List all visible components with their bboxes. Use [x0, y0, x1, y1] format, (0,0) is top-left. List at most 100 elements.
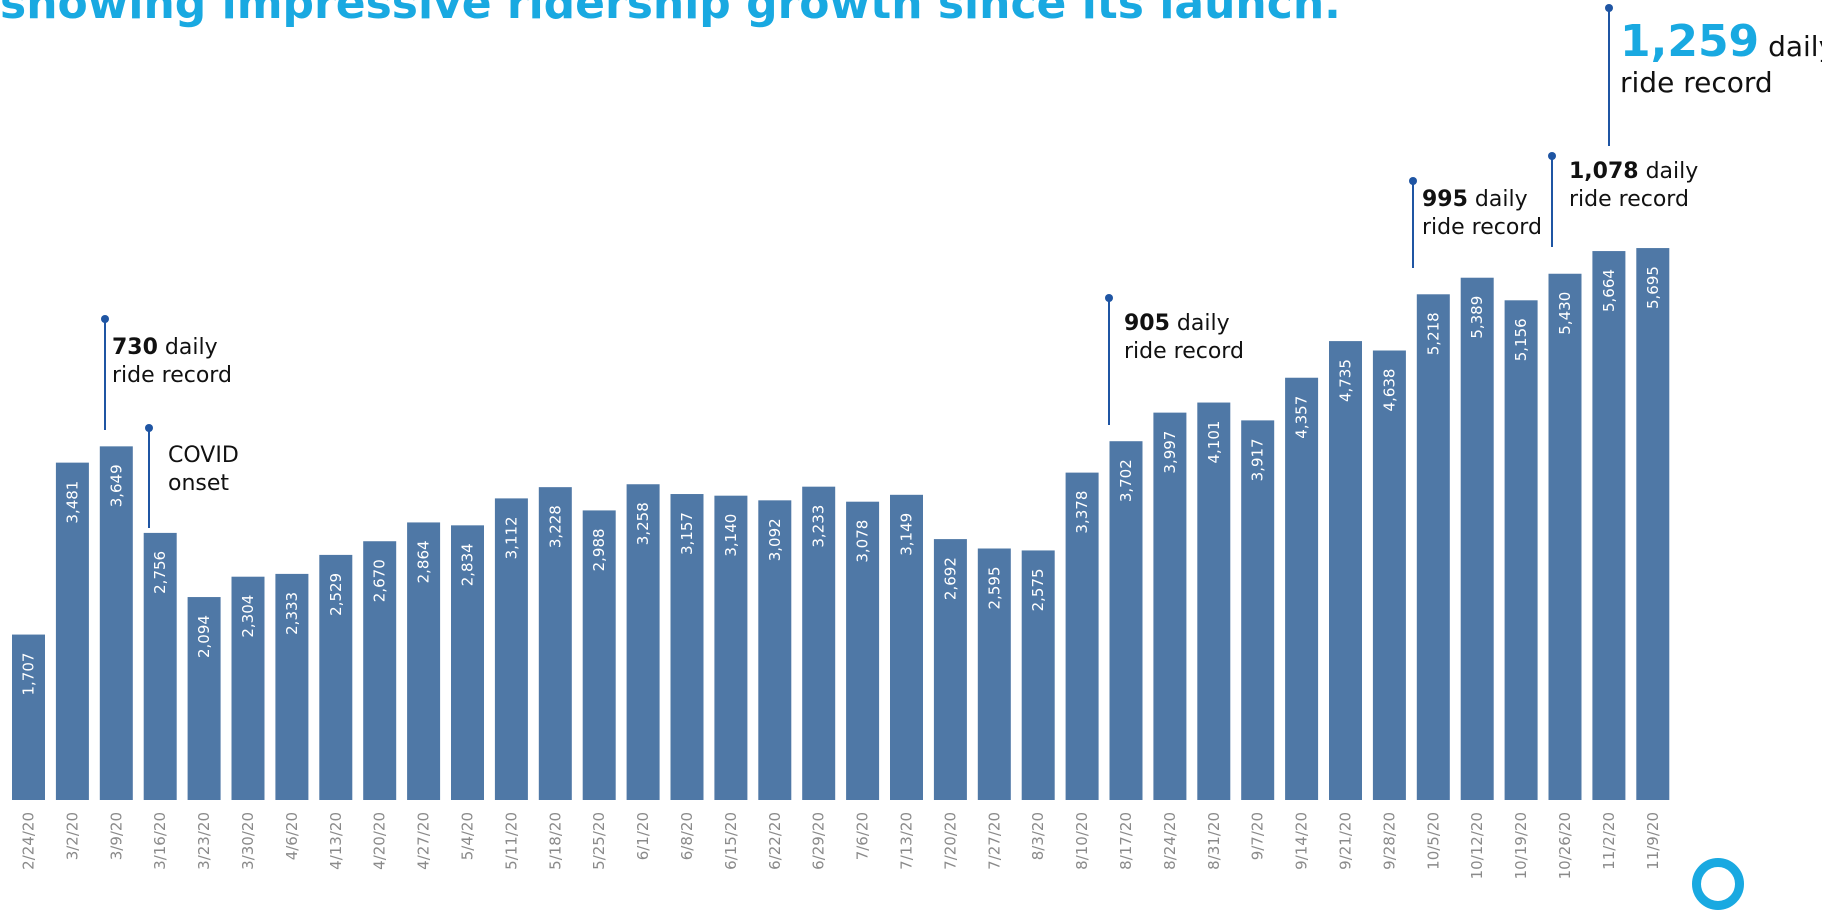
bar-4-13-20: [319, 554, 353, 800]
bar-11-9-20: [1636, 248, 1670, 801]
x-tick-label: 3/23/20: [195, 812, 213, 870]
value-label: 5,156: [1512, 318, 1530, 361]
bar-4-20-20: [363, 541, 397, 800]
annotation-text: ride record: [1569, 187, 1689, 212]
x-tick-label: 7/27/20: [985, 812, 1003, 870]
x-tick-label: 8/24/20: [1161, 812, 1179, 870]
value-label: 2,834: [459, 543, 477, 586]
ridership-bar-chart: 1,707 3,481 3,649 2,756 2,094 2,304 2,333 2,529…: [12, 4, 1670, 879]
value-label: 3,481: [63, 481, 81, 524]
x-tick-label: 8/10/20: [1073, 812, 1091, 870]
bar-3-23-20: [187, 597, 221, 800]
value-label: 2,575: [1029, 568, 1047, 611]
x-tick-label: 8/3/20: [1029, 812, 1047, 860]
x-tick-label: 7/6/20: [854, 812, 872, 860]
bar-3-2-20: [55, 462, 89, 800]
value-label: 3,702: [1117, 459, 1135, 502]
value-label: 2,304: [239, 595, 257, 638]
value-label: 2,988: [590, 528, 608, 571]
bar-9-7-20: [1241, 420, 1275, 800]
annotation-dot: [1605, 4, 1613, 12]
value-label: 3,378: [1073, 491, 1091, 534]
x-tick-label: 3/2/20: [63, 812, 81, 860]
bar-8-24-20: [1153, 412, 1187, 800]
x-tick-label: 5/4/20: [459, 812, 477, 860]
bar-6-22-20: [758, 500, 792, 800]
annotation-dot: [145, 424, 153, 432]
x-tick-label: 3/9/20: [107, 812, 125, 860]
value-label: 5,389: [1468, 296, 1486, 339]
x-tick-label: 10/26/20: [1556, 812, 1574, 879]
x-tick-label: 6/22/20: [766, 812, 784, 870]
x-tick-label: 4/20/20: [371, 812, 389, 870]
value-label: 3,157: [678, 512, 696, 555]
annotation-text: daily: [1467, 187, 1528, 212]
x-tick-label: 6/29/20: [810, 812, 828, 870]
value-label: 3,078: [854, 520, 872, 563]
annotation-dot: [1548, 152, 1556, 160]
value-label: 3,149: [898, 513, 916, 556]
value-label: 3,233: [810, 505, 828, 548]
bar-6-1-20: [626, 484, 660, 800]
x-tick-label: 4/13/20: [327, 812, 345, 870]
bar-9-28-20: [1372, 350, 1406, 800]
x-tick-label: 6/1/20: [634, 812, 652, 860]
x-tick-label: 6/8/20: [678, 812, 696, 860]
value-label: 5,664: [1600, 269, 1618, 312]
value-label: 2,756: [151, 551, 169, 594]
value-label: 2,864: [415, 540, 433, 583]
bar-5-25-20: [582, 510, 616, 800]
annotation-3-9-20: 730 daily ride record: [112, 334, 232, 390]
annotation-8-17-20: 905 daily ride record: [1124, 310, 1244, 366]
annotation-10-5-20: 995 daily ride record: [1422, 186, 1542, 242]
annotation-text: ride record: [1620, 66, 1773, 99]
annotation-dot: [101, 315, 109, 323]
value-label: 3,258: [634, 502, 652, 545]
value-label: 2,670: [371, 559, 389, 602]
value-label: 3,997: [1161, 431, 1179, 474]
bar-4-27-20: [407, 522, 441, 800]
x-tick-label: 9/28/20: [1380, 812, 1398, 870]
value-label: 2,094: [195, 615, 213, 658]
bar-3-16-20: [143, 532, 177, 800]
x-tick-label: 10/12/20: [1468, 812, 1486, 879]
value-label: 3,092: [766, 518, 784, 561]
bar-8-31-20: [1197, 402, 1231, 800]
x-tick-label: 8/31/20: [1205, 812, 1223, 870]
x-tick-label: 10/19/20: [1512, 812, 1530, 879]
annotation-value: 995: [1422, 187, 1468, 212]
bar-3-9-20: [99, 446, 133, 800]
annotation-text: onset: [168, 471, 230, 496]
bar-10-19-20: [1504, 300, 1538, 800]
bar-7-27-20: [977, 548, 1011, 800]
x-tick-label: 7/13/20: [898, 812, 916, 870]
bar-5-4-20: [451, 525, 484, 800]
bar-7-20-20: [933, 539, 967, 800]
x-tick-label: 5/18/20: [546, 812, 564, 870]
bar-9-14-20: [1285, 377, 1319, 800]
x-tick-label: 4/27/20: [415, 812, 433, 870]
value-label: 3,140: [722, 514, 740, 557]
bar-7-13-20: [890, 494, 923, 800]
bar-10-26-20: [1548, 273, 1582, 800]
value-label: 3,917: [1249, 438, 1267, 481]
annotation-3-16-20: COVID onset: [168, 442, 239, 498]
annotation-value: 1,078: [1569, 159, 1639, 184]
value-label: 3,112: [502, 516, 520, 559]
value-label: 4,638: [1380, 369, 1398, 412]
annotation-text: ride record: [1124, 339, 1244, 364]
annotation-value: 905: [1124, 311, 1170, 336]
value-label: 2,595: [985, 567, 1003, 610]
bar-6-29-20: [802, 486, 836, 800]
bar-11-2-20: [1592, 251, 1626, 801]
via-logo-icon: [1692, 858, 1744, 910]
x-tick-label: 10/5/20: [1424, 812, 1442, 870]
value-label: 4,101: [1205, 421, 1223, 464]
bar-10-12-20: [1460, 277, 1494, 801]
x-tick-label: 7/20/20: [941, 812, 959, 870]
annotation-text: daily: [1768, 30, 1822, 63]
x-tick-label: 9/14/20: [1293, 812, 1311, 870]
bar-2-24-20: [12, 634, 45, 800]
value-label: 4,735: [1337, 359, 1355, 402]
